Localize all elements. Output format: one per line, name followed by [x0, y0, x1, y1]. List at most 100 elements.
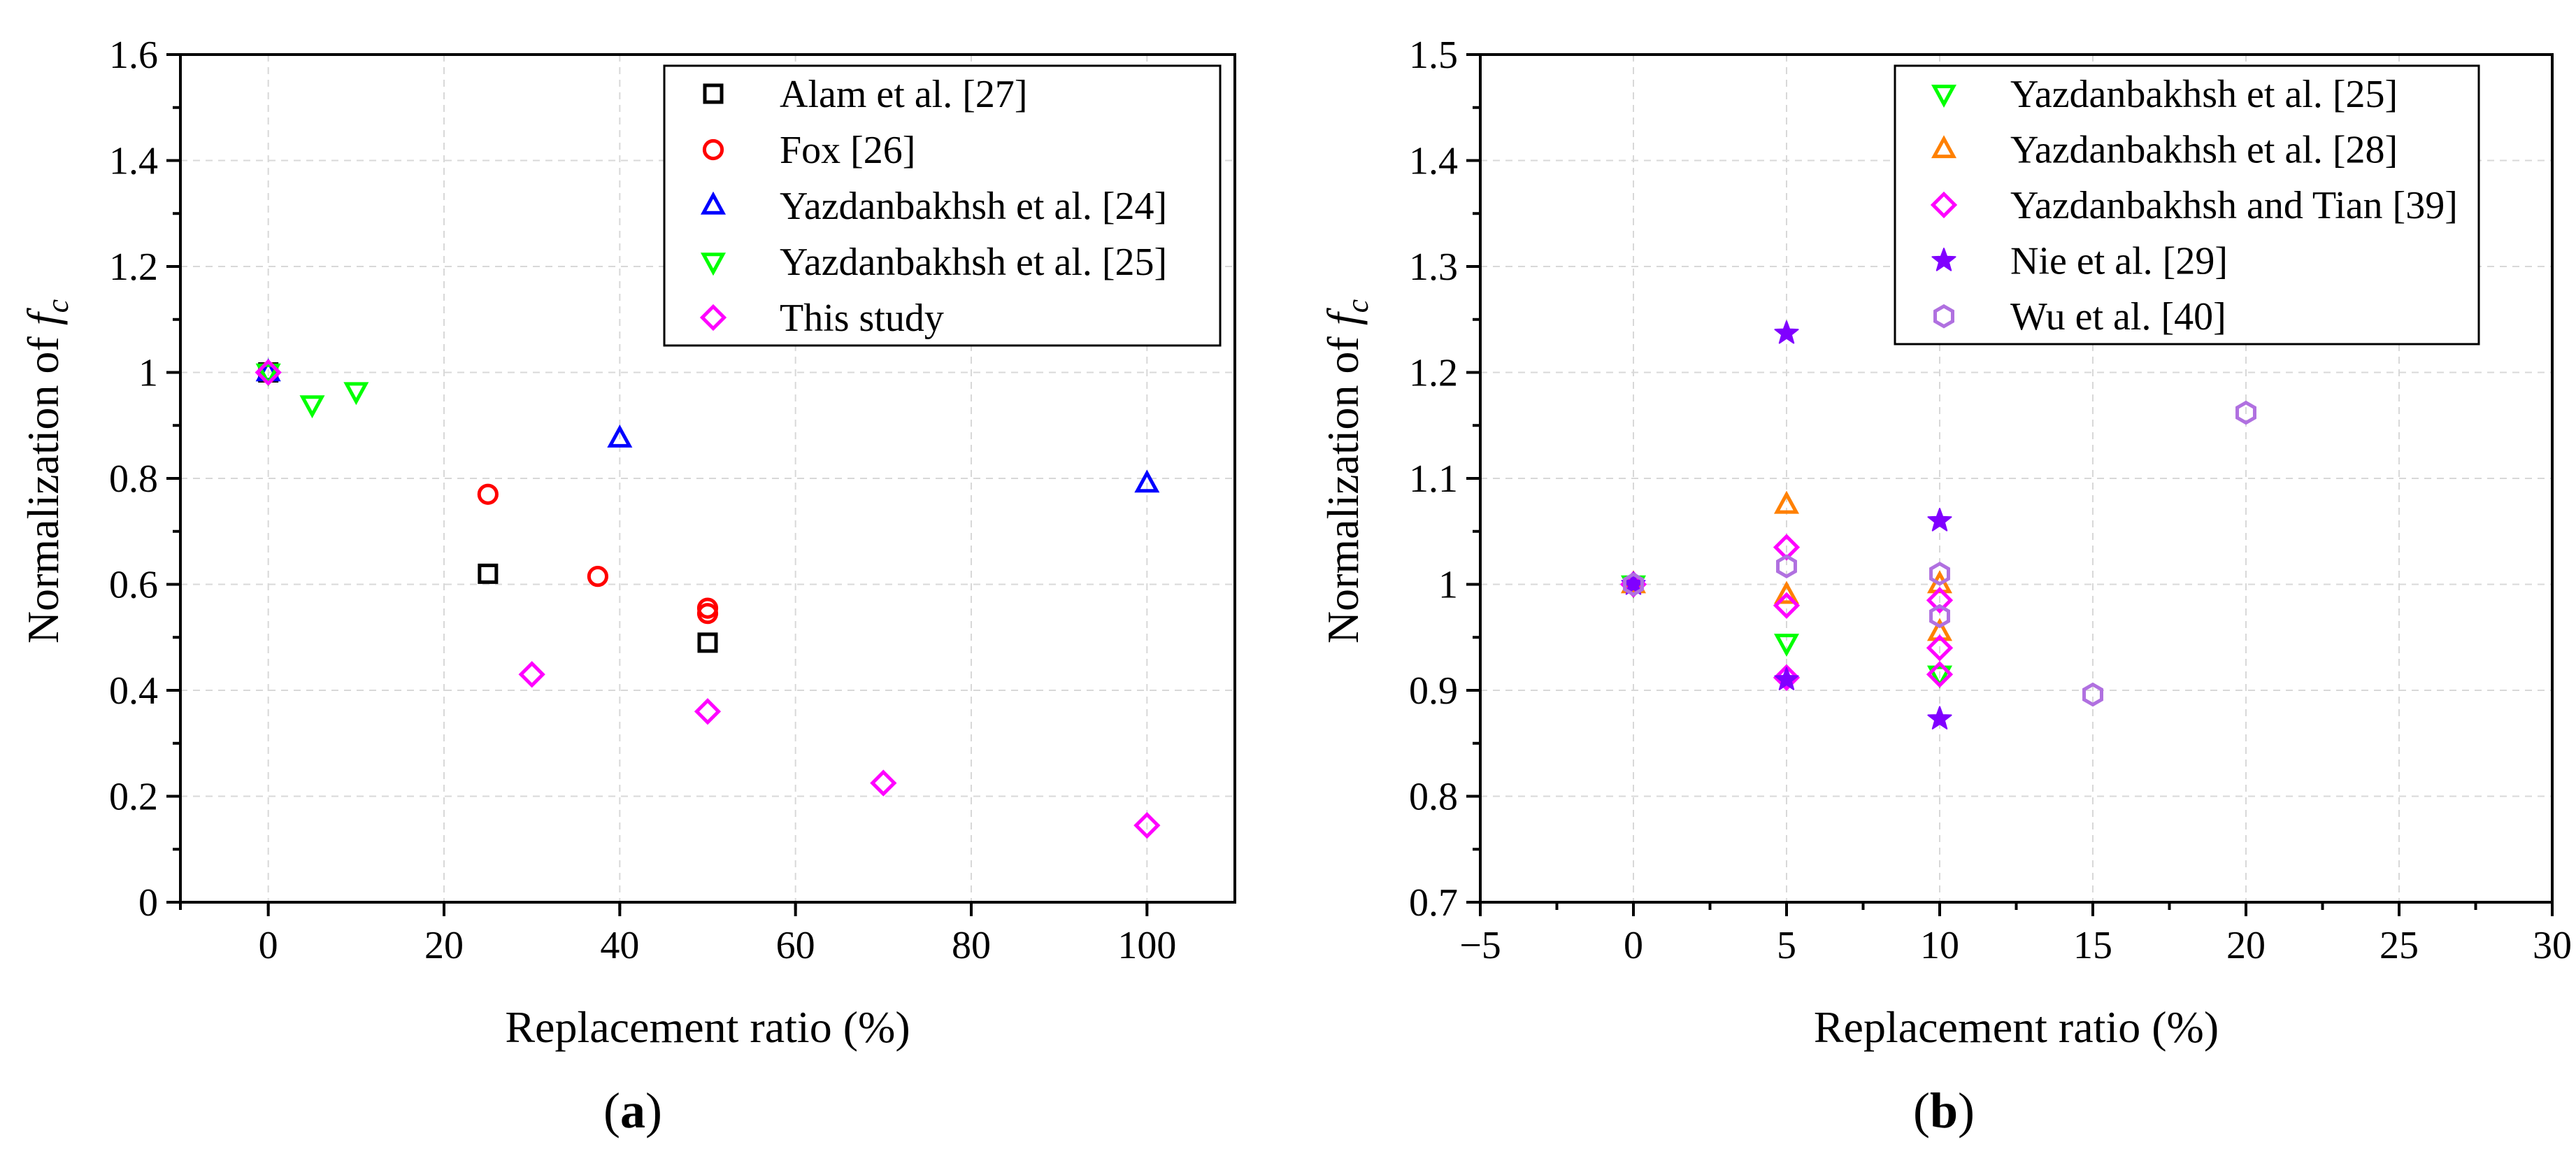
y-tick-label: 0.9	[1409, 669, 1458, 713]
y-tick-label: 1	[138, 352, 158, 395]
legend-item: Yazdanbakhsh et al. [28]	[1931, 128, 2398, 171]
x-tick-label: 40	[600, 924, 639, 967]
x-tick-label: 5	[1777, 924, 1796, 967]
legend-marker	[1931, 85, 1957, 108]
legend-label: Yazdanbakhsh et al. [25]	[2010, 73, 2398, 116]
y-tick-label: 0.7	[1409, 881, 1458, 925]
legend-label: Yazdanbakhsh et al. [28]	[2010, 128, 2398, 171]
series-4	[255, 359, 1161, 839]
data-point	[697, 632, 718, 653]
legend-marker	[1931, 248, 1956, 271]
data-point	[694, 698, 722, 725]
legend-marker	[700, 252, 727, 276]
data-point	[1926, 587, 1954, 614]
data-point	[1926, 661, 1954, 688]
legend-marker	[703, 83, 724, 104]
panel-label-open: (	[603, 1083, 620, 1139]
x-axis-title: Replacement ratio (%)	[505, 1002, 910, 1052]
legend-item: Yazdanbakhsh and Tian [39]	[1930, 184, 2458, 227]
legend-label: Fox [26]	[780, 129, 915, 172]
legend-label: Yazdanbakhsh and Tian [39]	[2010, 184, 2458, 227]
legend-marker	[1931, 135, 1957, 159]
x-tick-label: 0	[259, 924, 278, 967]
data-point	[870, 769, 897, 797]
series-2	[255, 358, 1160, 493]
data-point	[299, 395, 325, 419]
y-tick-label: 0	[138, 881, 158, 925]
y-axis-title-subscript: c	[41, 299, 75, 313]
data-point	[477, 483, 499, 505]
legend: Alam et al. [27] Fox [26] Yazdanbakhsh et …	[663, 64, 1222, 347]
x-tick-label: −5	[1459, 924, 1501, 967]
series-0	[258, 362, 718, 653]
legend-label: Nie et al. [29]	[2010, 240, 2228, 283]
x-tick-label: 10	[1920, 924, 1959, 967]
y-tick-label: 0.8	[109, 457, 158, 501]
legend-item: Fox [26]	[702, 129, 915, 172]
x-tick-label: 80	[952, 924, 991, 967]
y-axis-title: Normalization of fc	[18, 299, 75, 643]
y-tick-label: 0.8	[1409, 776, 1458, 819]
y-axis-title-prefix: Normalization of	[18, 325, 68, 643]
data-point	[2235, 400, 2256, 425]
data-point	[1774, 320, 1799, 344]
x-tick-label: 25	[2380, 924, 2419, 967]
legend-box	[663, 64, 1222, 347]
data-point	[343, 382, 369, 406]
x-tick-label: 15	[2073, 924, 2112, 967]
data-point	[696, 603, 719, 625]
panel-label-close: )	[1958, 1083, 1975, 1139]
legend-item: Wu et al. [40]	[1933, 295, 2226, 339]
y-tick-label: 1.1	[1409, 457, 1458, 501]
legend-marker	[700, 191, 727, 215]
data-point	[1926, 665, 1953, 689]
legend-item: Nie et al. [29]	[1931, 240, 2228, 283]
data-point	[255, 359, 282, 386]
y-tick-label: 0.4	[109, 669, 158, 713]
y-tick-label: 1.2	[109, 245, 158, 289]
y-tick-label: 1.5	[1409, 34, 1458, 77]
y-axis-title: Normalization of fc	[1318, 299, 1375, 643]
legend-item: Yazdanbakhsh et al. [25]	[700, 241, 1167, 284]
panel-label-close: )	[645, 1083, 662, 1139]
legend-label: Yazdanbakhsh et al. [25]	[780, 241, 1167, 284]
data-point	[1773, 634, 1800, 657]
y-tick-label: 0.2	[109, 776, 158, 819]
x-axis-title: Replacement ratio (%)	[1814, 1002, 2219, 1052]
legend-item: Alam et al. [27]	[703, 73, 1028, 116]
panel-label-open: (	[1913, 1083, 1930, 1139]
data-point	[1773, 664, 1801, 691]
data-point	[518, 661, 545, 688]
data-point	[1134, 469, 1160, 493]
legend-marker	[702, 138, 724, 161]
legend-label: Yazdanbakhsh et al. [24]	[780, 185, 1167, 228]
data-point	[587, 566, 609, 587]
chart-panel-a: 0 20 40 60 80 100 0 0.2 0.4 0.6 0.8 1 1.2 1.4 1.6 Repla…	[18, 34, 1236, 1139]
data-point	[1929, 562, 1950, 586]
x-tick-label: 100	[1117, 924, 1176, 967]
panel-label: (b)	[1913, 1083, 1975, 1139]
data-point	[1927, 706, 1952, 729]
x-tick-label: 0	[1624, 924, 1643, 967]
series-3	[255, 363, 369, 419]
data-point	[2082, 682, 2103, 707]
legend-item: This study	[699, 297, 944, 340]
chart-panel-b: −5 0 5 10 15 20 25 30 0.7 0.8 0.9 1 1.1 1.2 1.3 1.4 1.5 R…	[1318, 34, 2572, 1139]
x-tick-label: 30	[2533, 924, 2572, 967]
legend-label: Alam et al. [27]	[780, 73, 1028, 116]
legend-marker	[1930, 191, 1958, 219]
data-point	[1773, 490, 1800, 514]
data-point	[1927, 508, 1952, 532]
y-tick-label: 1.6	[109, 34, 158, 77]
data-points	[1619, 320, 2256, 729]
data-point	[1926, 634, 1954, 662]
data-point	[1929, 604, 1950, 629]
data-point	[255, 363, 281, 387]
x-tick-label: 20	[2226, 924, 2266, 967]
series-4	[1623, 400, 2256, 707]
y-tick-label: 1.4	[1409, 140, 1458, 183]
panel-label-letter: b	[1930, 1083, 1958, 1139]
x-tick-label: 60	[776, 924, 815, 967]
y-tick-label: 1.3	[1409, 245, 1458, 289]
